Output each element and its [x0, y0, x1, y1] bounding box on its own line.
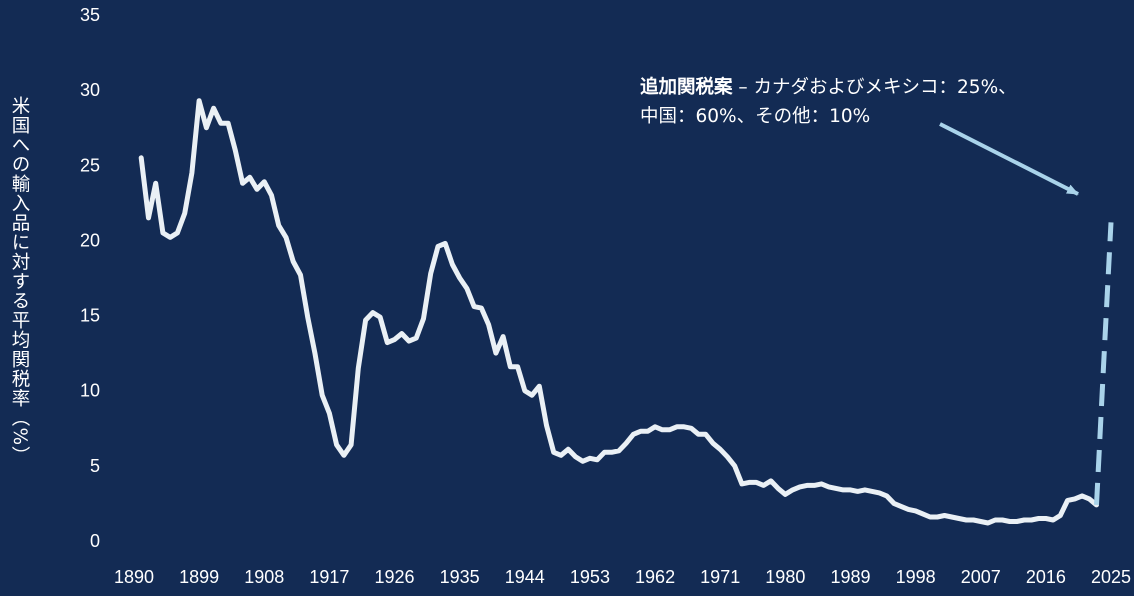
x-tick-label: 1971	[700, 567, 740, 587]
x-tick-label: 1953	[570, 567, 610, 587]
x-tick-label: 1944	[505, 567, 545, 587]
tariff-proposal-annotation: 追加関税案 – カナダおよびメキシコ：25%、 中国：60%、その他：10%	[640, 73, 1017, 131]
y-tick-label: 30	[80, 80, 100, 100]
y-tick-label: 25	[80, 155, 100, 175]
x-tick-label: 1899	[179, 567, 219, 587]
y-tick-label: 5	[90, 456, 100, 476]
historical-tariff-line	[138, 98, 1099, 526]
y-axis-ticks: 0 5 10 15 20 25 30 35	[80, 5, 100, 551]
x-tick-label: 2016	[1026, 567, 1066, 587]
series-group	[138, 98, 1114, 526]
annotation-line-2: 中国：60%、その他：10%	[640, 106, 871, 127]
proposed-tariff-line	[1094, 222, 1114, 506]
y-tick-label: 35	[80, 5, 100, 25]
x-tick-label: 1890	[114, 567, 154, 587]
annotation-bold: 追加関税案	[640, 77, 733, 98]
x-axis-ticks: 1890 1899 1908 1917 1926 1935 1944 1953 1962 1971…	[114, 567, 1131, 587]
y-tick-label: 15	[80, 306, 100, 326]
x-tick-label: 2007	[961, 567, 1001, 587]
annotation-text-1: – カナダおよびメキシコ：25%、	[732, 77, 1017, 98]
x-tick-label: 1917	[309, 567, 349, 587]
y-axis-title: 米国への輸入品に対する平均関税率（%）	[9, 96, 30, 466]
x-tick-label: 1980	[765, 567, 805, 587]
annotation-line-1: 追加関税案 – カナダおよびメキシコ：25%、	[640, 73, 1017, 102]
x-tick-label: 2025	[1091, 567, 1131, 587]
x-tick-label: 1926	[375, 567, 415, 587]
x-tick-label: 1989	[830, 567, 870, 587]
y-tick-label: 20	[80, 230, 100, 250]
x-tick-label: 1908	[244, 567, 284, 587]
x-tick-label: 1935	[440, 567, 480, 587]
y-axis-title-wrap: 米国への輸入品に対する平均関税率（%）	[4, 36, 34, 526]
y-tick-label: 10	[80, 381, 100, 401]
annotation-arrow	[939, 122, 1079, 196]
x-tick-label: 1962	[635, 567, 675, 587]
y-tick-label: 0	[90, 531, 100, 551]
x-tick-label: 1998	[896, 567, 936, 587]
